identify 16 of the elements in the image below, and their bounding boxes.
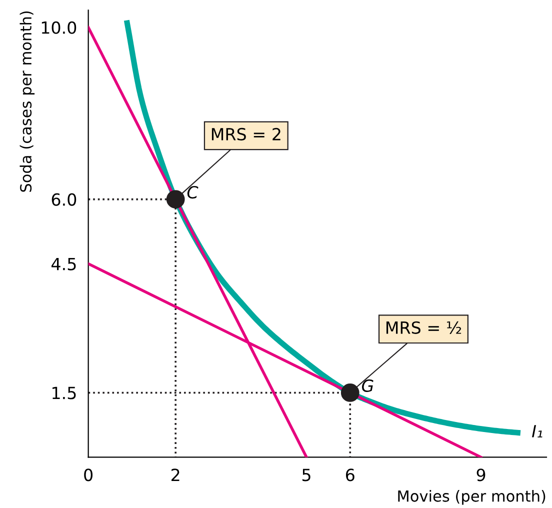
annotation: MRS = ½ (386, 321, 462, 334)
x-tick-label: 6 (346, 468, 354, 482)
series-label: I₁ (532, 425, 542, 438)
x-tick-label: 9 (476, 468, 486, 482)
x-tick-label: 0 (84, 468, 93, 482)
annotation: MRS = 2 (212, 128, 280, 141)
y-tick-label: 1.5 (52, 386, 76, 400)
y-axis-title: Soda (cases per month) (20, 11, 35, 192)
x-tick-label: 2 (172, 468, 180, 481)
y-tick-label: 6.0 (52, 193, 76, 206)
x-tick-label: 5 (302, 468, 310, 482)
y-tick-label: 10.0 (42, 21, 76, 34)
series-label: G (362, 379, 374, 392)
y-tick-label: 4.5 (52, 258, 76, 270)
series-label: C (187, 186, 198, 199)
x-axis-title: Movies (per month) (398, 490, 546, 505)
